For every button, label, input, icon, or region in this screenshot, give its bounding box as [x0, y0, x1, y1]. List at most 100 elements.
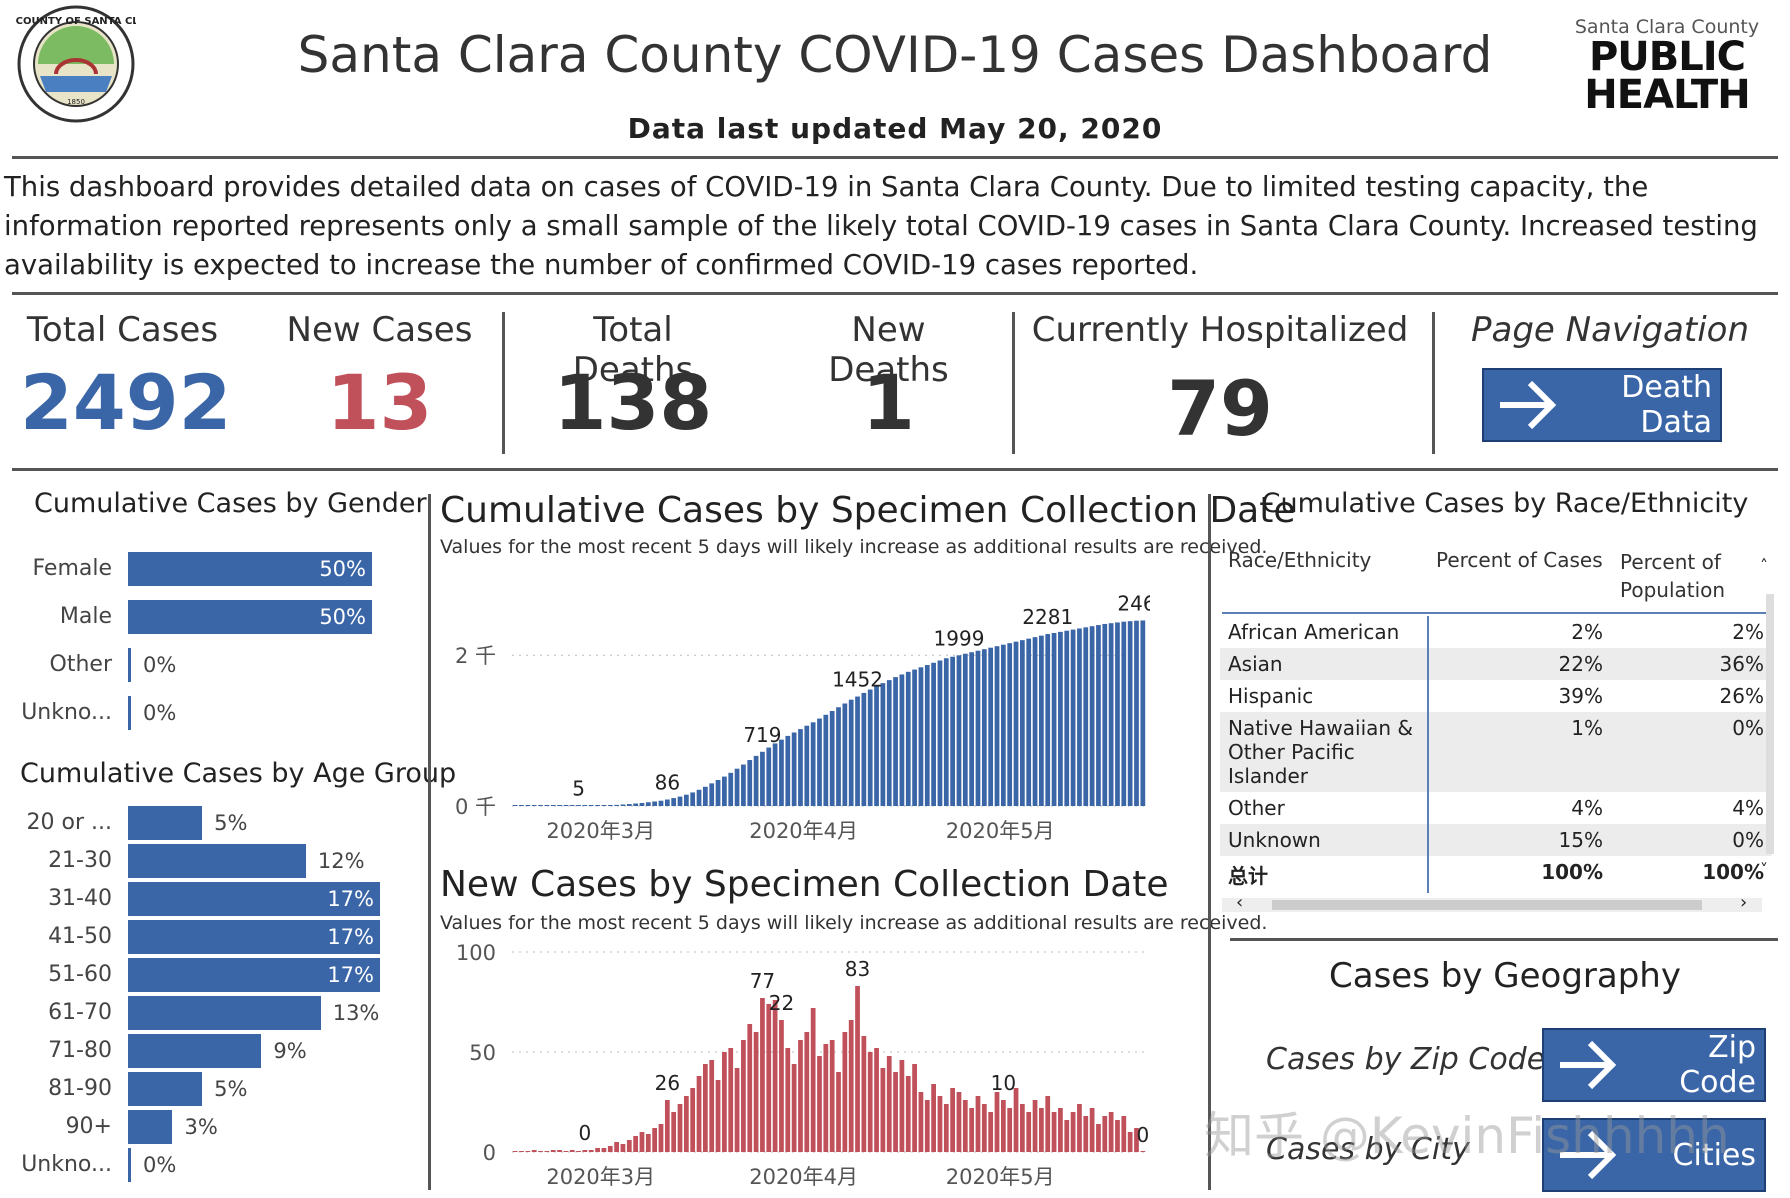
chart-bar	[975, 650, 981, 806]
table-row[interactable]: Asian 22% 36%	[1220, 648, 1772, 680]
zip-code-button[interactable]: Zip Code	[1542, 1028, 1766, 1102]
chart-bar	[861, 692, 867, 806]
horizontal-scrollbar[interactable]	[1222, 898, 1762, 912]
bar[interactable]	[128, 1034, 262, 1068]
bar[interactable]	[128, 1148, 131, 1182]
chart-bar	[550, 805, 556, 806]
cumulative-chart-note: Values for the most recent 5 days will l…	[440, 536, 1268, 558]
table-row[interactable]: African American 2% 2%	[1220, 616, 1772, 648]
bar[interactable]	[128, 920, 380, 954]
table-row[interactable]: Hispanic 39% 26%	[1220, 680, 1772, 712]
table-cell: Unknown	[1228, 828, 1321, 852]
chart-bar	[1127, 621, 1133, 806]
chart-bar	[639, 1132, 645, 1152]
chart-bar	[1032, 637, 1038, 806]
bar[interactable]	[128, 696, 131, 730]
arrow-right-icon	[1500, 380, 1557, 430]
chart-bar	[531, 805, 537, 806]
vertical-scrollbar[interactable]	[1766, 594, 1774, 854]
chart-bar	[1045, 1096, 1051, 1152]
bar-label: 21-30	[48, 848, 112, 873]
y-tick-label: 2 千	[455, 644, 496, 668]
chart-bar	[1115, 1120, 1120, 1152]
bar[interactable]	[128, 806, 203, 840]
chart-bar	[779, 739, 784, 806]
scroll-left-icon[interactable]: ‹	[1236, 892, 1244, 913]
table-total-cell: 100%	[1702, 860, 1764, 884]
chart-bar	[1045, 634, 1051, 806]
data-label: 0	[579, 1121, 592, 1145]
chart-bar	[886, 680, 892, 806]
bar[interactable]	[128, 552, 372, 586]
public-health-logo: Santa Clara County PUBLIC HEALTH	[1572, 16, 1762, 115]
chart-bar	[804, 725, 810, 806]
chart-bar	[785, 735, 791, 806]
chart-bar	[633, 1136, 638, 1152]
cases-pct-col-header[interactable]: Percent of Cases	[1436, 548, 1603, 572]
chart-bar	[671, 1112, 677, 1152]
table-total-row: 总计 100% 100%	[1220, 856, 1772, 893]
chart-bar	[1089, 626, 1095, 806]
bar[interactable]	[128, 996, 321, 1030]
x-tick-label: 2020年5月	[946, 1165, 1055, 1189]
bar[interactable]	[128, 1072, 203, 1106]
chart-bar	[931, 662, 936, 806]
bar[interactable]	[128, 600, 372, 634]
chart-bar	[620, 1144, 626, 1152]
population-pct-col-header[interactable]: Percent of Population	[1620, 550, 1726, 602]
chart-bar	[664, 799, 670, 806]
chart-bar	[645, 1134, 651, 1152]
chart-bar	[791, 1064, 797, 1152]
total-cases-value: 2492	[20, 358, 232, 447]
bar[interactable]	[128, 1110, 173, 1144]
chart-bar	[842, 1032, 848, 1152]
chart-bar	[931, 1084, 936, 1152]
bar[interactable]	[128, 844, 306, 878]
chart-bar	[912, 669, 917, 806]
bar[interactable]	[128, 958, 380, 992]
chart-bar	[1089, 1108, 1095, 1152]
bar-value-label: 0%	[143, 653, 177, 677]
chart-bar	[791, 732, 797, 806]
scroll-up-icon[interactable]: ˄	[1760, 556, 1768, 575]
chart-bar	[1000, 644, 1006, 806]
cities-button[interactable]: Cities	[1542, 1118, 1766, 1192]
scroll-right-icon[interactable]: ›	[1740, 892, 1748, 913]
chart-bar	[614, 1142, 619, 1152]
table-row[interactable]: Other 4% 4%	[1220, 792, 1772, 824]
table-cell: 4%	[1427, 792, 1611, 824]
chart-bar	[607, 805, 613, 806]
zip-code-label: Cases by Zip Code	[1266, 1042, 1546, 1077]
scroll-down-icon[interactable]: ˅	[1760, 860, 1768, 879]
logo-county-text: Santa Clara County	[1574, 16, 1760, 38]
chart-bar	[1007, 1108, 1013, 1152]
bar[interactable]	[128, 648, 131, 682]
bar-label: Unkno...	[21, 700, 112, 725]
arrow-right-icon	[1560, 1040, 1617, 1090]
chart-bar	[950, 1088, 955, 1152]
page-title: Santa Clara County COVID-19 Cases Dashbo…	[297, 26, 1493, 84]
chart-bar	[557, 805, 562, 806]
chart-bar	[823, 714, 829, 806]
race-col-header[interactable]: Race/Ethnicity	[1228, 548, 1372, 572]
data-label: 1999	[934, 626, 985, 650]
x-tick-label: 2020年4月	[749, 819, 858, 843]
bar-value-label: 0%	[143, 701, 177, 725]
chart-bar	[626, 804, 632, 806]
last-updated-date: Data last updated May 20, 2020	[627, 112, 1163, 145]
death-data-button[interactable]: Death Data	[1482, 368, 1722, 442]
table-row[interactable]: Unknown 15% 0%	[1220, 824, 1772, 856]
chart-bar	[893, 1072, 898, 1152]
bar[interactable]	[128, 882, 380, 916]
arrow-right-icon	[1560, 1130, 1617, 1180]
chart-bar	[1102, 623, 1108, 806]
bar-value-label: 17%	[327, 925, 374, 949]
table-cell: 4%	[1732, 796, 1764, 820]
scrollbar-thumb[interactable]	[1272, 900, 1702, 910]
data-label: 83	[845, 957, 870, 981]
chart-bar	[1083, 1116, 1089, 1152]
chart-bar	[531, 1150, 537, 1152]
chart-bar	[848, 699, 854, 806]
table-row[interactable]: Native Hawaiian & Other Pacific Islander…	[1220, 712, 1772, 792]
